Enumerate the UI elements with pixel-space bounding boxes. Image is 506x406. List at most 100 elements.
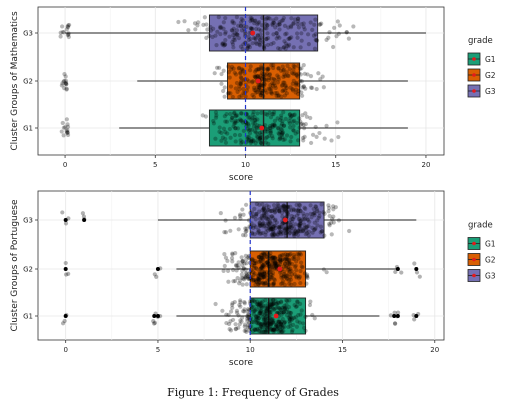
data-point: [211, 26, 216, 31]
data-point: [259, 141, 264, 147]
data-point: [297, 116, 302, 121]
data-point: [270, 306, 276, 311]
data-point: [266, 252, 271, 257]
data-point: [158, 266, 163, 271]
data-point: [282, 39, 287, 44]
data-point: [278, 327, 283, 332]
data-point: [276, 229, 281, 235]
data-point: [300, 229, 305, 234]
data-point: [258, 310, 263, 316]
data-point: [65, 122, 70, 127]
data-point: [244, 328, 249, 333]
data-point: [278, 300, 284, 305]
data-point: [255, 313, 260, 318]
data-point: [230, 40, 235, 45]
data-point: [288, 310, 293, 315]
data-point: [266, 207, 271, 213]
data-point: [288, 310, 294, 316]
data-point: [238, 117, 243, 122]
data-point: [292, 233, 297, 239]
data-point: [301, 21, 306, 26]
data-point: [267, 75, 272, 81]
data-point: [246, 34, 251, 39]
data-point: [280, 119, 285, 124]
data-point: [265, 220, 271, 225]
data-point: [258, 302, 263, 307]
data-point: [252, 261, 257, 266]
data-point: [319, 229, 324, 234]
data-point: [258, 93, 264, 98]
data-point: [236, 23, 241, 28]
data-point: [280, 257, 285, 263]
data-point: [267, 270, 272, 275]
data-point: [265, 207, 270, 212]
data-point: [393, 321, 398, 326]
data-point: [267, 321, 272, 327]
data-point: [65, 25, 71, 30]
data-point: [293, 229, 298, 234]
data-point: [231, 33, 236, 38]
data-point: [283, 233, 288, 238]
data-point: [272, 77, 278, 83]
data-point: [316, 215, 321, 220]
data-point: [238, 298, 243, 303]
data-point: [273, 262, 278, 267]
data-point: [277, 225, 282, 230]
data-point: [257, 87, 262, 92]
data-point: [261, 264, 267, 269]
data-point: [267, 315, 272, 321]
data-point: [255, 135, 261, 140]
data-point: [261, 83, 266, 89]
data-point: [238, 111, 244, 116]
data-point: [267, 308, 272, 313]
data-point: [262, 223, 267, 228]
data-point: [226, 90, 232, 96]
data-point: [186, 28, 191, 33]
data-point: [246, 312, 251, 317]
data-point: [258, 82, 263, 87]
data-point: [286, 324, 291, 330]
data-point: [291, 21, 296, 27]
data-point: [223, 31, 228, 36]
data-point: [291, 71, 296, 76]
data-point: [278, 270, 283, 275]
data-point: [219, 81, 224, 86]
data-point: [259, 129, 264, 134]
data-point: [295, 138, 301, 143]
data-point: [277, 230, 283, 236]
data-point: [277, 209, 282, 214]
data-point: [238, 70, 243, 75]
data-point: [331, 44, 336, 50]
data-point: [260, 325, 265, 330]
data-point: [296, 274, 301, 279]
data-point: [286, 315, 291, 320]
data-point: [288, 266, 293, 271]
data-point: [301, 214, 306, 219]
data-point: [213, 110, 219, 115]
data-point: [249, 16, 255, 21]
data-point: [306, 223, 311, 229]
data-point: [280, 17, 286, 23]
data-point: [246, 276, 251, 281]
data-point: [282, 80, 287, 85]
data-point: [303, 225, 308, 230]
data-point: [301, 321, 306, 326]
data-point: [264, 36, 269, 42]
y-tick-label: G2: [23, 78, 33, 86]
data-point: [392, 310, 397, 315]
data-point: [204, 22, 209, 27]
data-point: [253, 282, 258, 287]
data-point: [233, 86, 238, 91]
data-point: [278, 259, 283, 265]
data-point: [278, 257, 283, 262]
data-point: [259, 265, 264, 270]
x-axis-title: score: [229, 173, 254, 183]
data-point: [250, 116, 255, 121]
data-point: [289, 208, 294, 213]
outlier-point: [63, 267, 68, 271]
data-point: [270, 320, 275, 325]
data-point: [298, 221, 303, 226]
data-point: [270, 270, 276, 275]
data-point: [278, 281, 284, 287]
data-point: [271, 63, 276, 68]
